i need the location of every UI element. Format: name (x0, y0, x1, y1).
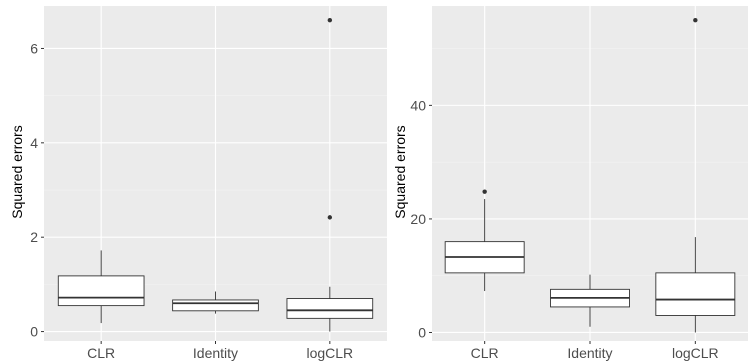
x-tick-label: Identity (193, 345, 238, 361)
y-tick-label: 40 (410, 97, 426, 113)
y-tick-label: 0 (30, 324, 38, 340)
box-iqr (286, 298, 374, 319)
x-tick-label: Identity (567, 345, 612, 361)
box-logclr (286, 17, 374, 332)
chart-right: 0 20 40 CLR Identity logCLR Squared errors (392, 6, 748, 361)
outlier-point (327, 215, 333, 220)
outlier-point (482, 189, 487, 194)
x-tick-label: CLR (87, 345, 115, 361)
box-clr (444, 189, 525, 292)
y-axis-title: Squared errors (392, 125, 408, 218)
box-iqr (57, 275, 145, 307)
x-tick-label: logCLR (672, 345, 719, 361)
y-tick-label: 20 (410, 211, 426, 227)
x-tick-label: logCLR (306, 345, 353, 361)
y-tick-label: 2 (30, 229, 38, 245)
box-iqr (172, 299, 259, 312)
x-tick-label: CLR (471, 345, 499, 361)
box-identity (172, 291, 259, 314)
box-clr (57, 250, 145, 324)
y-axis-title: Squared errors (9, 125, 25, 218)
outlier-point (693, 17, 698, 23)
chart-left: 0 2 4 6 CLR Identity logCLR Squared errors (9, 6, 387, 361)
box-logclr (655, 17, 736, 333)
y-tick-label: 0 (418, 324, 426, 340)
y-tick-label: 4 (30, 135, 38, 151)
box-iqr (655, 272, 736, 316)
outlier-point (327, 17, 333, 23)
box-identity (550, 274, 630, 327)
y-tick-label: 6 (30, 40, 38, 56)
